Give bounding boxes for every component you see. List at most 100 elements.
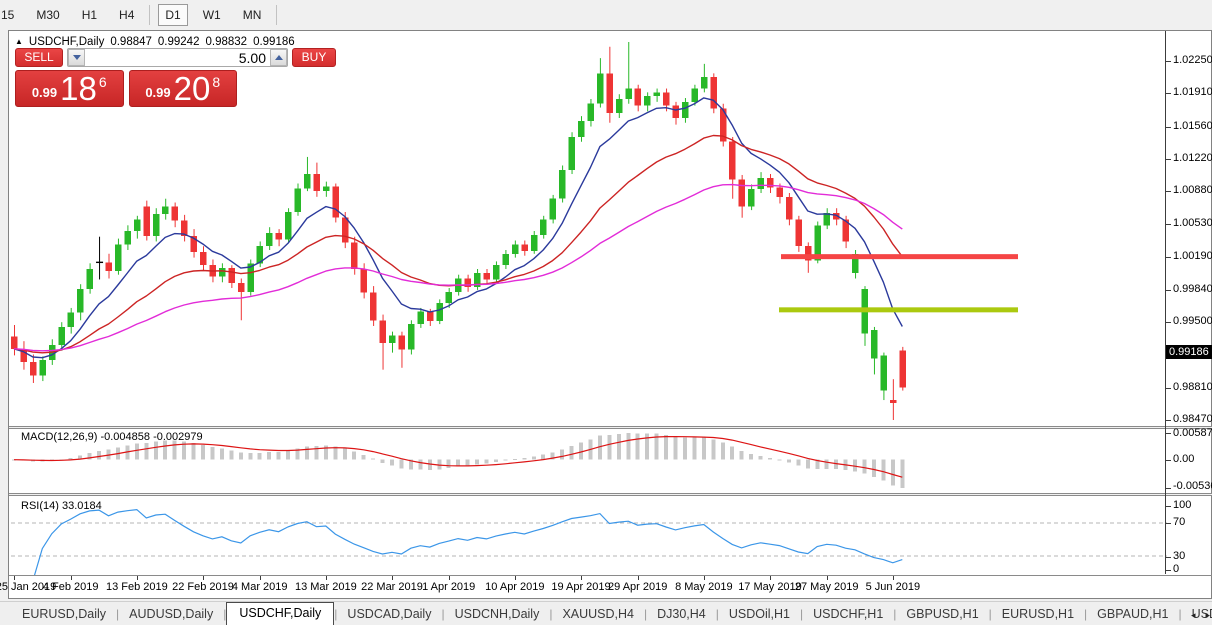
macd-histogram-bar [834,459,839,470]
macd-histogram-bar [201,444,205,460]
macd-histogram-bar [512,458,517,460]
date-tick-mark [826,576,828,580]
buy-price-point: 8 [212,74,221,90]
candle-body [776,187,783,197]
candle-body [795,219,802,247]
macd-histogram-bar [815,459,820,470]
macd-histogram-bar [626,433,631,460]
chart-tab-usdcad-daily[interactable]: USDCAD,Daily [347,607,432,621]
tab-scroll-arrows: ◂ ▸ [1191,610,1210,621]
macd-histogram-bar [900,459,905,488]
candle-body [568,136,576,171]
chart-tab-usdoil-h1[interactable]: USDOil,H1 [728,607,791,621]
macd-histogram-bar [295,448,300,460]
sell-price-panel[interactable]: 0.99 18 6 [15,70,124,107]
candle-body [511,244,519,254]
moving-average-line [13,97,903,359]
macd-histogram-bar [531,456,536,460]
chart-symbol-label: USDCHF,Daily [28,36,105,48]
axis-tick-mark [1166,256,1171,258]
timeframe-button-w1[interactable]: W1 [202,7,221,22]
candle-body [842,219,850,242]
axis-tick-mark [1166,289,1171,291]
macd-histogram-bar [87,453,92,460]
macd-histogram-bar [777,459,782,461]
buy-price-pips: 20 [173,70,211,107]
timeframe-button-m30[interactable]: M30 [36,7,60,22]
candle-body [162,206,169,214]
chart-tab-gbpusd-h1[interactable]: GBPUSD,H1 [906,607,979,621]
pane-splitter[interactable] [9,426,1212,429]
macd-histogram-bar [541,454,546,460]
volume-increase-button[interactable] [270,49,287,66]
price-axis-label: 1.02250 [1173,54,1212,66]
chart-tab-eurusd-daily[interactable]: EURUSD,Daily [22,607,107,621]
price-axis-label: 1.01560 [1173,119,1212,132]
timeframe-button-h1[interactable]: H1 [81,7,98,22]
scroll-tabs-right-icon[interactable]: ▸ [1205,610,1210,620]
candle-body [417,311,424,325]
date-axis-label: 29 Apr 2019 [608,581,668,593]
chart-tab-usdcnh-daily[interactable]: USDCNH,Daily [454,607,540,621]
date-axis-label: 13 Feb 2019 [105,581,168,593]
candle-body [77,288,84,313]
timeframe-toolbar: 15 M30 H1 H4 D1 W1 MN [0,0,1212,29]
triangle-up-icon [274,55,283,60]
chart-tab-usdchf-daily[interactable]: USDCHF,Daily [226,602,335,625]
pane-splitter[interactable] [9,493,1212,496]
scroll-tabs-left-icon[interactable]: ◂ [1190,610,1196,620]
macd-histogram-bar [805,459,810,469]
timeframe-button-15[interactable]: 15 [1,7,15,22]
moving-average-line [13,183,903,352]
chart-tab-xauusd-h4[interactable]: XAUUSD,H4 [562,607,634,621]
buy-button[interactable]: BUY [292,48,336,67]
macd-histogram-bar [493,459,498,463]
candle-body [86,268,94,289]
macd-indicator-label: MACD(12,26,9) -0.004858 -0.002979 [21,431,203,443]
candle-body [181,220,188,236]
rsi-pane [11,508,1167,575]
candle-body [39,360,46,376]
tab-separator: | [223,607,227,621]
candle-body [398,335,405,350]
rsi-axis-label: 70 [1173,516,1186,528]
chart-tab-gbpaud-h1[interactable]: GBPAUD,H1 [1097,607,1169,621]
volume-input[interactable] [85,49,270,66]
timeframe-button-h4[interactable]: H4 [119,7,135,22]
price-axis-label: 0.99500 [1173,315,1212,328]
chart-tab-audusd-daily[interactable]: AUDUSD,Daily [129,607,214,621]
axis-tick-mark [1166,459,1171,461]
candle-body [407,324,415,350]
volume-decrease-button[interactable] [68,49,85,66]
macd-histogram-bar [796,459,801,466]
candle-body [578,120,585,137]
buy-price-panel[interactable]: 0.99 20 8 [128,70,237,107]
price-axis-label: 0.99840 [1173,282,1212,295]
timeframe-button-mn[interactable]: MN [242,7,262,22]
candle-body [105,262,112,271]
chart-tab-dj30-h4[interactable]: DJ30,H4 [657,607,706,621]
axis-tick-mark [1166,488,1171,489]
sell-button[interactable]: SELL [15,48,63,67]
timeframe-button-d1[interactable]: D1 [158,3,188,26]
collapse-triangle-icon[interactable]: ▲ [15,36,23,46]
pane-splitter[interactable] [9,575,1212,576]
candle-body [313,174,320,192]
date-tick-mark [259,576,261,580]
chart-tab-usdjp[interactable]: USDJP [1191,607,1212,621]
candle-body [143,206,150,236]
macd-signal-line [13,436,903,478]
axis-tick-mark [1166,322,1171,324]
candle-body [767,177,774,188]
candle-body [303,174,311,189]
macd-histogram-bar [182,441,187,460]
axis-tick-mark [1166,570,1171,571]
chart-tab-usdchf-h1[interactable]: USDCHF,H1 [813,607,884,621]
date-axis-label: 22 Feb 2019 [172,581,234,593]
candle-body [266,232,273,247]
candle-body [218,268,226,277]
axis-tick-mark [1166,506,1171,507]
ohlc-close: 0.99186 [253,36,295,48]
chart-tab-eurusd-h1[interactable]: EURUSD,H1 [1001,607,1075,621]
volume-stepper [67,48,288,67]
